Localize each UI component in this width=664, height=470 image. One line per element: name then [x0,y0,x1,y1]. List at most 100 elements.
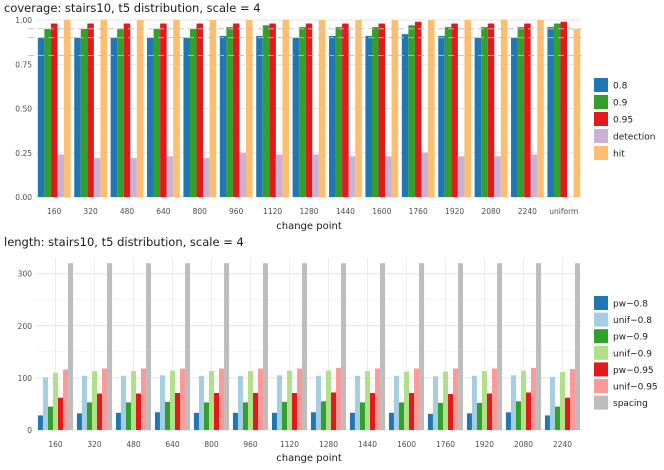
bar-pw-0.8-160 [37,415,43,430]
x-tick-label: 960 [229,207,244,216]
coverage-panel: coverage: stairs10, t5 distribution, sca… [4,1,656,232]
y-tick-label: 200 [18,322,33,331]
bar-pw-0.9-960 [242,402,248,430]
bar-0.9-1760 [408,25,415,198]
x-tick-label: 160 [48,440,63,449]
y-tick-label: 100 [18,374,33,383]
x-tick-label: 2080 [481,207,500,216]
legend-label: unif−0.95 [613,383,658,393]
bar-unif-0.8-2080 [510,375,516,430]
bar-0.8-1760 [401,34,409,197]
x-tick-label: 640 [165,440,180,449]
bar-unif-0.95-320 [102,368,108,430]
bar-spacing-1920 [497,263,503,430]
bar-unif-0.95-2080 [531,367,537,430]
legend-label: unif−0.8 [613,316,652,326]
bar-pw-0.9-1760 [437,402,443,430]
bar-0.9-2080 [481,27,488,197]
bar-hit-2080 [500,20,508,197]
bar-unif-0.8-480 [120,375,126,430]
bar-pw-0.9-1920 [476,402,482,430]
x-tick-label: 800 [193,207,208,216]
bar-0.8-1120 [256,35,263,198]
legend-label: hit [613,150,625,160]
legend-key [594,312,608,327]
bar-0.95-640 [160,23,167,198]
legend-key [594,95,608,109]
x-tick-label: 320 [87,440,102,449]
bar-unif-0.9-1120 [286,370,293,430]
bar-0.95-480 [123,23,131,198]
x-tick-label: 960 [243,440,258,449]
bar-pw-0.9-1120 [281,401,287,430]
bar-unif-0.95-2240 [570,369,576,430]
bar-spacing-1120 [302,263,308,430]
y-tick-label: 0.50 [15,105,32,114]
x-tick-label: 480 [126,440,141,449]
x-tick-label: 1440 [336,207,355,216]
bar-spacing-320 [107,263,113,430]
bar-detection-1600 [385,156,392,197]
bar-spacing-1440 [380,263,386,430]
bar-0.9-320 [80,28,88,197]
x-tick-label: 1920 [475,440,494,449]
length-x-axis-title: change point [276,453,342,464]
bar-spacing-640 [185,263,191,430]
bar-unif-0.8-640 [159,375,165,430]
bar-hit-1600 [391,20,399,197]
legend-key [594,362,608,377]
bar-pw-0.9-480 [125,402,131,430]
bar-hit-800 [209,20,217,197]
x-tick-label: 2240 [553,440,572,449]
bar-unif-0.95-1440 [375,368,381,430]
bar-pw-0.9-1600 [398,402,404,430]
legend-key [594,112,608,126]
bar-0.8-2240 [511,37,518,198]
bar-unif-0.8-1120 [276,375,282,430]
x-tick-label: 1760 [409,207,428,216]
bar-pw-0.95-320 [97,393,103,430]
bar-unif-0.9-640 [169,370,176,430]
legend-label: pw−0.95 [613,366,654,376]
bar-0.8-320 [74,37,81,198]
bar-0.9-1600 [371,27,379,197]
bar-unif-0.9-800 [208,371,215,430]
bar-pw-0.9-800 [203,402,209,430]
bar-pw-0.8-2080 [505,412,511,430]
x-tick-label: 160 [47,207,62,216]
legend-key [594,395,608,410]
bar-pw-0.8-960 [232,412,238,430]
legend-label: 0.95 [613,116,633,126]
bar-pw-0.8-480 [115,412,121,430]
bar-pw-0.9-160 [47,406,53,430]
bar-pw-0.9-1440 [359,402,365,430]
bar-detection-800 [203,158,210,197]
legend-label: unif−0.9 [613,349,652,359]
bar-pw-0.95-800 [214,392,220,430]
bar-0.8-640 [147,37,154,198]
bar-pw-0.95-960 [253,392,259,430]
bar-unif-0.8-160 [42,377,48,430]
bar-0.8-1440 [329,35,336,198]
bar-0.8-800 [183,37,190,198]
bar-0.9-1280 [299,27,306,197]
bar-hit-1440 [355,20,362,197]
coverage-x-axis-title: change point [276,221,342,232]
bar-unif-0.9-320 [91,371,98,430]
bar-unif-0.95-800 [219,368,225,430]
bar-pw-0.9-2080 [515,401,521,430]
bar-pw-0.8-320 [76,413,82,430]
bar-unif-0.9-160 [52,372,59,430]
bar-0.95-320 [87,23,94,198]
legend-label: spacing [613,399,648,409]
coverage-chart-title: coverage: stairs10, t5 distribution, sca… [4,1,261,15]
x-tick-label: 1600 [372,207,391,216]
x-tick-label: 480 [120,207,135,216]
bar-unif-0.9-1280 [325,370,332,430]
bar-0.8-1600 [365,35,372,198]
bar-pw-0.95-1440 [370,392,376,430]
y-tick-label: 0.75 [15,60,32,69]
bar-hit-1760 [428,20,435,197]
bar-pw-0.95-1920 [487,393,493,430]
bar-detection-1760 [421,152,429,197]
